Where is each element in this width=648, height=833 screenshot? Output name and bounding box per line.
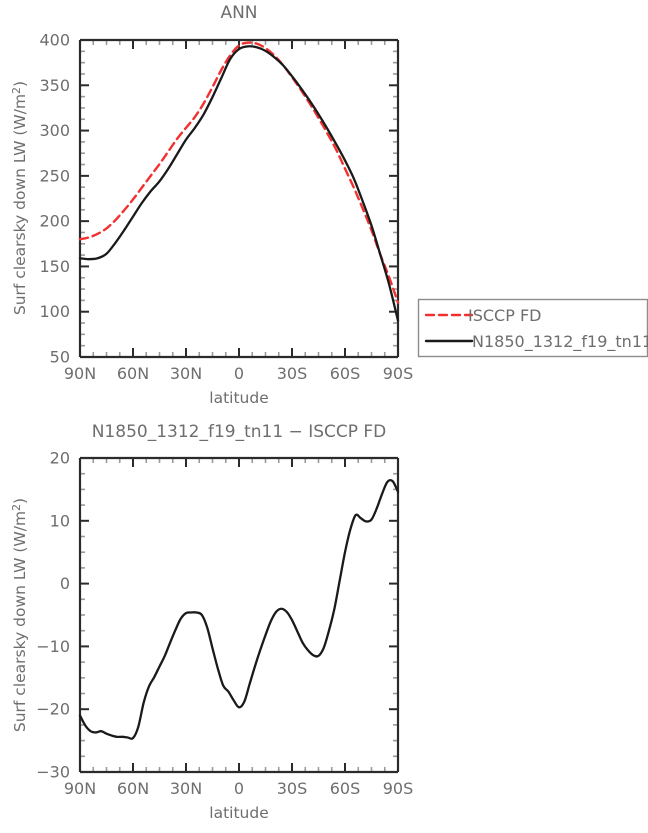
bottom-panel: N1850_1312_f19_tn11 − ISCCP FD 90N 60N 30N…	[10, 422, 413, 822]
xtick-label: 90N	[64, 364, 96, 383]
top-yaxis-label: Surf clearsky down LW (W/m2)	[10, 81, 29, 315]
legend: ISCCP FD N1850_1312_f19_tn11	[417, 298, 648, 358]
ytick-label: 10	[50, 511, 70, 530]
xtick-label: 60S	[330, 364, 361, 383]
bottom-yaxis-label-main: Surf clearsky down LW (W/m	[11, 511, 29, 732]
ytick-label: −20	[36, 700, 70, 719]
bottom-panel-title: N1850_1312_f19_tn11 − ISCCP FD	[92, 422, 387, 442]
xtick-label: 90N	[64, 779, 96, 798]
top-panel-series	[78, 41, 400, 322]
top-panel-ticks	[79, 39, 399, 358]
bottom-panel-series	[78, 478, 400, 740]
xtick-label: 30N	[170, 364, 202, 383]
ytick-label: 0	[60, 574, 70, 593]
top-panel: ANN 90N 60N 30N 0 30S 60S 90S 50 100 150 200 250 300…	[10, 3, 413, 407]
legend-label-isccp[interactable]: ISCCP FD	[468, 306, 541, 325]
ytick-label: 350	[39, 76, 70, 95]
legend-label-model[interactable]: N1850_1312_f19_tn11	[472, 332, 648, 352]
xtick-label: 30N	[170, 779, 202, 798]
series-line	[78, 478, 400, 740]
bottom-panel-ticklabels: 90N 60N 30N 0 30S 60S 90S −30 −20 −10 0 10 20	[36, 449, 413, 799]
series-line	[78, 45, 400, 322]
ytick-label: 20	[50, 449, 70, 468]
ytick-label: −30	[36, 763, 70, 782]
top-yaxis-label-main: Surf clearsky down LW (W/m	[11, 94, 29, 315]
xtick-label: 90S	[383, 779, 414, 798]
top-yaxis-label-exponent: 2	[10, 87, 23, 94]
ytick-label: 300	[39, 121, 70, 140]
xtick-label: 60N	[117, 364, 149, 383]
bottom-panel-ticks	[79, 457, 399, 773]
xtick-label: 0	[234, 364, 244, 383]
top-xaxis-label: latitude	[209, 389, 268, 407]
series-line	[78, 41, 400, 304]
xtick-label: 30S	[277, 364, 308, 383]
ytick-label: 50	[50, 348, 70, 367]
xtick-label: 60S	[330, 779, 361, 798]
ytick-label: −10	[36, 637, 70, 656]
top-panel-title: ANN	[220, 3, 257, 23]
bottom-yaxis-label-exponent: 2	[10, 504, 23, 511]
legend-background	[417, 298, 648, 358]
xtick-label: 0	[234, 779, 244, 798]
ytick-label: 100	[39, 302, 70, 321]
bottom-xaxis-label: latitude	[209, 804, 268, 822]
ytick-label: 250	[39, 166, 70, 185]
bottom-yaxis-label: Surf clearsky down LW (W/m2)	[10, 498, 29, 732]
ytick-label: 400	[39, 31, 70, 50]
ytick-label: 150	[39, 257, 70, 276]
ytick-label: 200	[39, 212, 70, 231]
xtick-label: 90S	[383, 364, 414, 383]
xtick-label: 60N	[117, 779, 149, 798]
top-panel-ticklabels: 90N 60N 30N 0 30S 60S 90S 50 100 150 200 250 300 350 4…	[39, 31, 413, 384]
xtick-label: 30S	[277, 779, 308, 798]
